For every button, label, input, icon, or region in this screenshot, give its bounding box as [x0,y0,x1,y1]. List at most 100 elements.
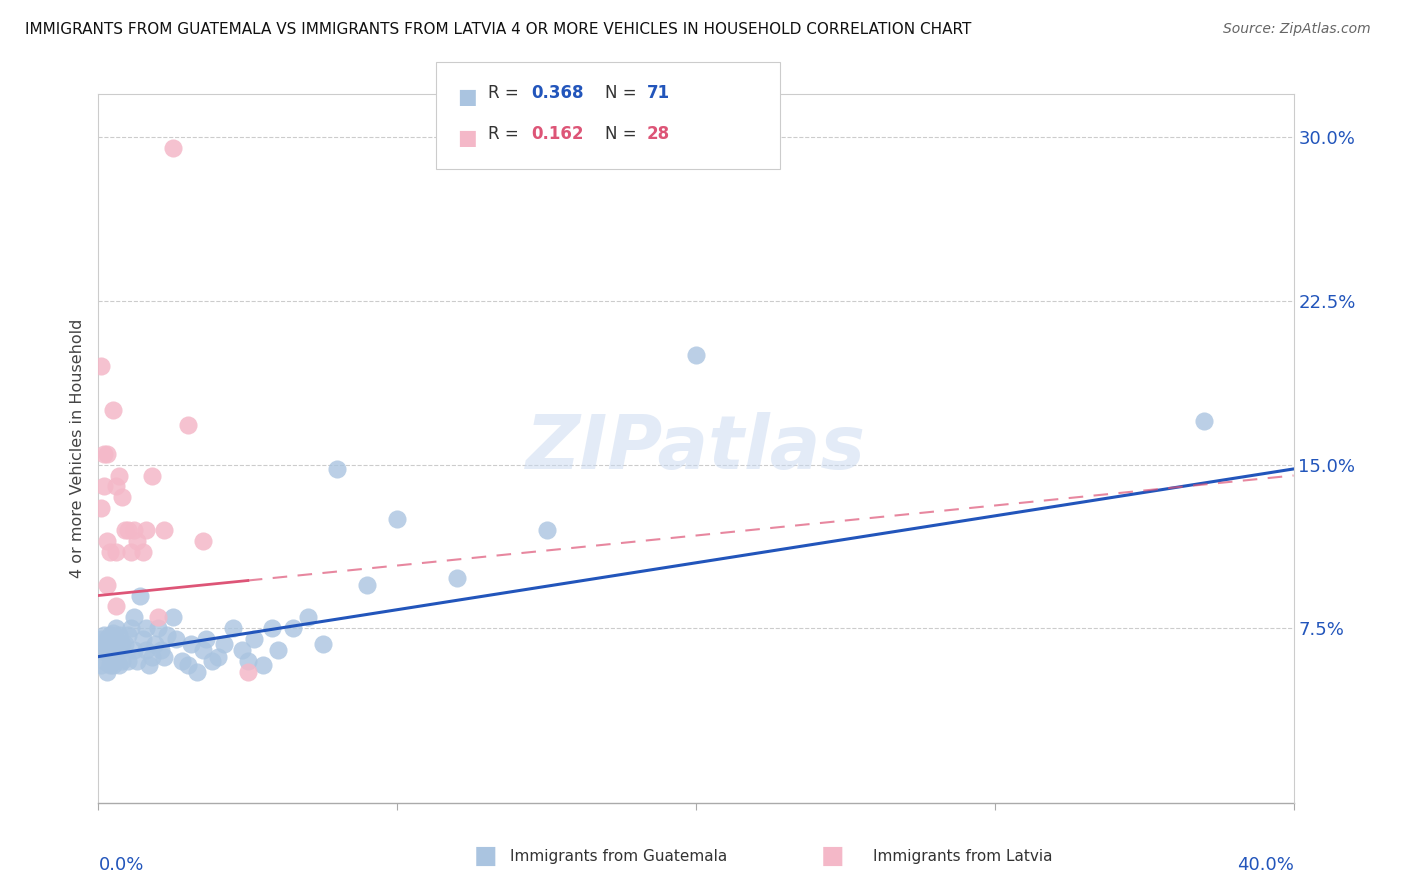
Text: ZIPatlas: ZIPatlas [526,412,866,484]
Point [105,479,128,493]
Point [108,658,131,673]
Text: Source: ZipAtlas.com: Source: ZipAtlas.com [1223,22,1371,37]
Text: Immigrants from Latvia: Immigrants from Latvia [873,849,1053,863]
Point [90,643,112,657]
Point [93,654,115,668]
Point [105,545,128,559]
Point [114,523,136,537]
Point [96,632,118,647]
Point [201,654,224,668]
Point [138,658,160,673]
Point [96,643,118,657]
Text: IMMIGRANTS FROM GUATEMALA VS IMMIGRANTS FROM LATVIA 4 OR MORE VEHICLES IN HOUSEH: IMMIGRANTS FROM GUATEMALA VS IMMIGRANTS … [25,22,972,37]
Point [231,643,253,657]
Point [98,636,122,650]
Point [117,628,139,642]
Point [93,636,115,650]
Point [127,654,149,668]
Point [117,523,139,537]
Point [108,628,131,642]
Point [96,577,118,591]
Point [141,649,163,664]
Point [111,654,134,668]
Point [150,643,173,657]
Point [124,610,146,624]
Point [96,665,118,679]
Text: 0.162: 0.162 [531,125,583,143]
Point [162,610,184,624]
Point [153,523,176,537]
Point [103,625,125,640]
Point [143,636,166,650]
Point [129,589,152,603]
Point [236,654,259,668]
Point [186,665,208,679]
Point [90,632,112,647]
Point [162,141,184,155]
Point [117,654,139,668]
Point [96,533,118,548]
Point [356,577,378,591]
Point [108,643,131,657]
Point [90,359,112,374]
Text: N =: N = [605,84,641,102]
Point [326,462,349,476]
Point [207,649,229,664]
Point [90,501,112,516]
Point [105,645,128,659]
Point [156,628,179,642]
Point [132,632,155,647]
Point [108,468,131,483]
Point [105,599,128,614]
Point [180,636,202,650]
Text: R =: R = [488,84,524,102]
Point [172,654,194,668]
Text: N =: N = [605,125,641,143]
Point [252,658,274,673]
Point [90,658,112,673]
Point [191,533,214,548]
Text: R =: R = [488,125,524,143]
Point [243,632,266,647]
Text: ■: ■ [457,128,477,147]
Point [260,621,283,635]
Point [148,610,170,624]
Point [111,491,134,505]
Point [311,636,333,650]
Point [222,621,245,635]
Point [103,654,125,668]
Point [135,523,157,537]
Point [141,468,163,483]
Point [281,621,304,635]
Point [135,643,157,657]
Point [212,636,235,650]
Text: 71: 71 [647,84,669,102]
Point [177,418,200,433]
Text: 0.368: 0.368 [531,84,583,102]
Point [685,349,707,363]
Point [120,621,142,635]
Point [98,545,122,559]
Point [105,621,128,635]
Text: 28: 28 [647,125,669,143]
Point [96,447,118,461]
Point [297,610,319,624]
Point [127,533,149,548]
Point [191,643,214,657]
Text: 40.0%: 40.0% [1237,856,1294,874]
Point [98,649,122,664]
Point [236,665,259,679]
Text: ■: ■ [474,845,496,868]
Text: 0.0%: 0.0% [98,856,143,874]
Point [103,403,125,417]
Point [111,636,134,650]
Point [98,658,122,673]
Point [105,632,128,647]
Point [177,658,200,673]
Point [153,649,176,664]
Point [385,512,409,526]
Point [114,636,136,650]
Point [103,639,125,653]
Point [98,628,122,642]
Point [267,643,290,657]
